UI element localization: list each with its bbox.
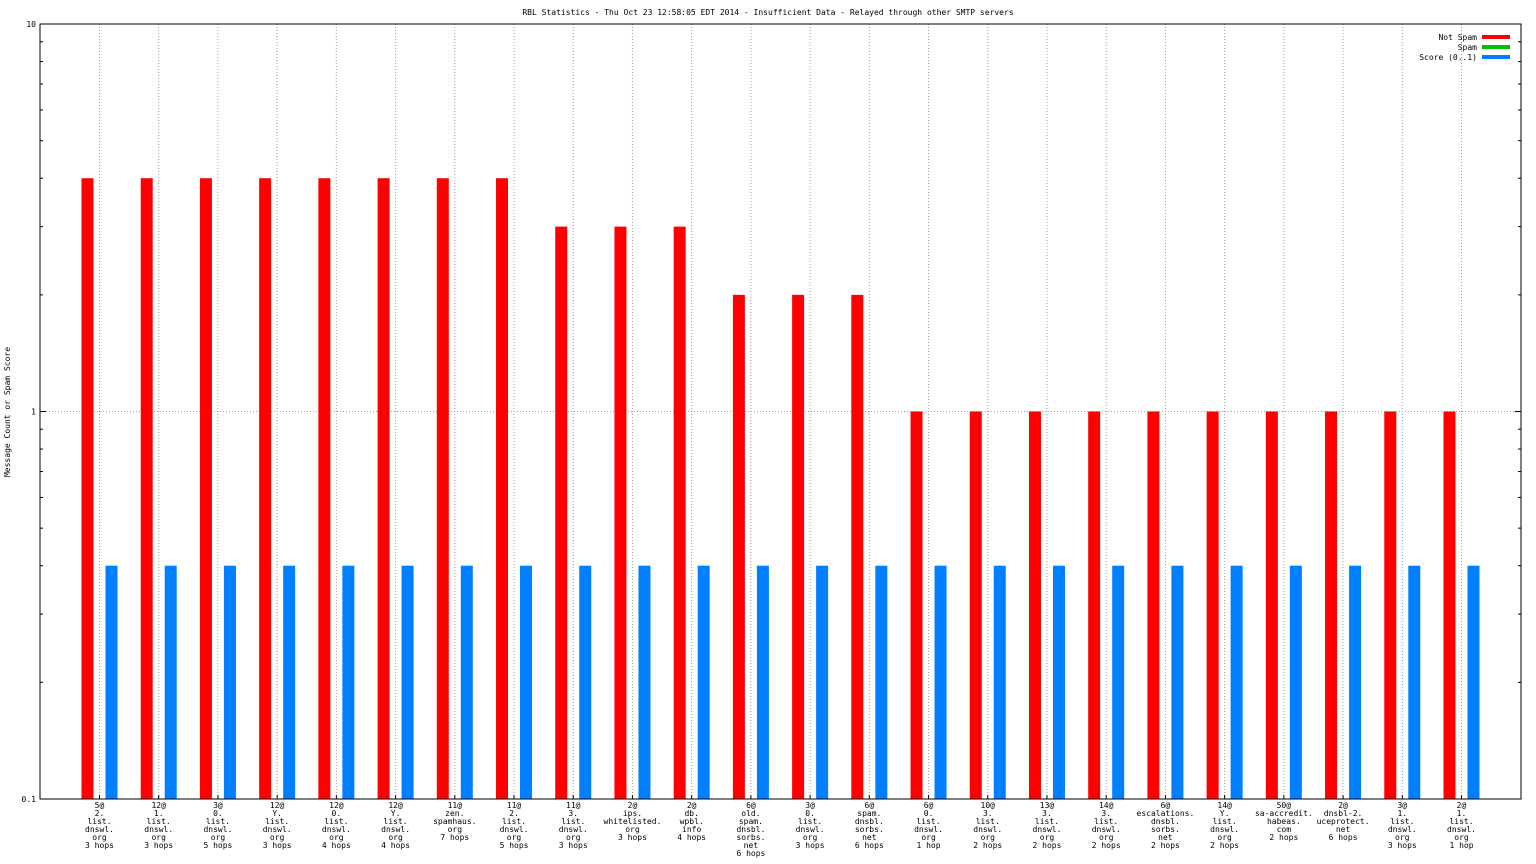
x-tick-label: 12@ 0. list. dnswl. org 4 hops <box>322 801 351 850</box>
bar-not-spam <box>1147 411 1160 799</box>
x-tick-label: 6@ escalations. dnsbl. sorbs. net 2 hops <box>1137 801 1195 850</box>
x-tick-label: 11@ zen. spamhaus. org 7 hops <box>433 801 476 842</box>
bar-score-0-1 <box>1467 565 1480 799</box>
bar-not-spam <box>851 294 864 799</box>
bar-score-0-1 <box>283 565 296 799</box>
bar-score-0-1 <box>1230 565 1243 799</box>
grid <box>40 24 1521 799</box>
x-tick-label: 6@ spam. dnsbl. sorbs. net 6 hops <box>855 801 884 850</box>
bar-not-spam <box>732 294 745 799</box>
x-tick-label: 2@ dnsbl-2. uceprotect. net 6 hops <box>1317 801 1370 842</box>
legend-swatch <box>1482 55 1510 59</box>
y-tick-label: 0.1 <box>22 795 37 804</box>
x-tick-label: 3@ 0. list. dnswl. org 5 hops <box>203 801 232 850</box>
y-tick-label: 1 <box>31 408 36 417</box>
bar-not-spam <box>969 411 982 799</box>
legend-label: Spam <box>1458 43 1477 52</box>
axes: 0.1 1 10 <box>22 20 1522 804</box>
bar-not-spam <box>81 178 94 799</box>
bar-not-spam <box>496 178 509 799</box>
bar-score-0-1 <box>816 565 829 799</box>
x-tick-label: 14@ Y. list. dnswl. org 2 hops <box>1210 801 1239 850</box>
bar-not-spam <box>1384 411 1397 799</box>
bar-score-0-1 <box>520 565 533 799</box>
bar-not-spam <box>140 178 153 799</box>
bar-not-spam <box>436 178 449 799</box>
x-tick-label: 5@ 2. list. dnswl. org 3 hops <box>85 801 114 850</box>
bar-not-spam <box>259 178 272 799</box>
bar-not-spam <box>1265 411 1278 799</box>
x-tick-labels: 5@ 2. list. dnswl. org 3 hops 12@ 1. list. dnswl.… <box>85 801 1476 858</box>
x-tick-label: 12@ Y. list. dnswl. org 4 hops <box>381 801 410 850</box>
x-tick-label: 10@ 3. list. dnswl. org 2 hops <box>973 801 1002 850</box>
bar-score-0-1 <box>638 565 651 799</box>
bar-score-0-1 <box>1112 565 1125 799</box>
y-tick-label: 10 <box>26 20 36 29</box>
x-tick-label: 11@ 2. list. dnswl. org 5 hops <box>500 801 529 850</box>
legend-label: Score (0..1) <box>1419 53 1477 62</box>
bar-score-0-1 <box>993 565 1006 799</box>
bar-score-0-1 <box>223 565 236 799</box>
x-tick-label: 50@ sa-accredit. habeas. com 2 hops <box>1255 801 1313 842</box>
bar-not-spam <box>1443 411 1456 799</box>
chart-title: RBL Statistics - Thu Oct 23 12:58:05 EDT… <box>522 8 1013 17</box>
bar-score-0-1 <box>1408 565 1421 799</box>
bar-not-spam <box>1088 411 1101 799</box>
x-tick-label: 2@ 1. list. dnswl. org 1 hop <box>1447 801 1476 850</box>
legend-swatch <box>1482 45 1510 49</box>
x-tick-label: 12@ 1. list. dnswl. org 3 hops <box>144 801 173 850</box>
legend-swatch <box>1482 35 1510 39</box>
bar-score-0-1 <box>697 565 710 799</box>
bar-score-0-1 <box>756 565 769 799</box>
bar-score-0-1 <box>1349 565 1362 799</box>
bar-not-spam <box>1325 411 1338 799</box>
x-tick-label: 2@ db. wpbl. info 4 hops <box>677 801 706 842</box>
bar-score-0-1 <box>934 565 947 799</box>
bar-score-0-1 <box>875 565 888 799</box>
bar-score-0-1 <box>1171 565 1184 799</box>
legend-label: Not Spam <box>1438 33 1477 42</box>
x-tick-label: 6@ old. spam. dnsbl. sorbs. net 6 hops <box>736 801 765 858</box>
bar-not-spam <box>792 294 805 799</box>
bar-score-0-1 <box>342 565 355 799</box>
x-tick-label: 13@ 3. list. dnswl. org 2 hops <box>1033 801 1062 850</box>
x-tick-label: 2@ ips. whitelisted. org 3 hops <box>604 801 662 842</box>
x-tick-label: 3@ 0. list. dnswl. org 3 hops <box>796 801 825 850</box>
bar-not-spam <box>555 226 568 800</box>
bars <box>81 178 1480 800</box>
bar-not-spam <box>673 226 686 800</box>
bar-score-0-1 <box>460 565 473 799</box>
x-tick-label: 11@ 3. list. dnswl. org 3 hops <box>559 801 588 850</box>
bar-not-spam <box>614 226 627 800</box>
bar-not-spam <box>199 178 212 799</box>
bar-score-0-1 <box>1052 565 1065 799</box>
bar-score-0-1 <box>579 565 592 799</box>
x-tick-label: 14@ 3. list. dnswl. org 2 hops <box>1092 801 1121 850</box>
bar-score-0-1 <box>401 565 414 799</box>
bar-not-spam <box>318 178 331 799</box>
x-tick-label: 12@ Y. list. dnswl. org 3 hops <box>263 801 292 850</box>
y-axis-label: Message Count or Spam Score <box>3 347 12 477</box>
bar-not-spam <box>910 411 923 799</box>
bar-score-0-1 <box>164 565 177 799</box>
bar-not-spam <box>1206 411 1219 799</box>
x-tick-label: 3@ 1. list. dnswl. org 3 hops <box>1388 801 1417 850</box>
bar-not-spam <box>377 178 390 799</box>
bar-score-0-1 <box>1289 565 1302 799</box>
x-tick-label: 6@ 0. list. dnswl. org 1 hop <box>914 801 943 850</box>
bar-not-spam <box>1028 411 1041 799</box>
bar-score-0-1 <box>105 565 118 799</box>
